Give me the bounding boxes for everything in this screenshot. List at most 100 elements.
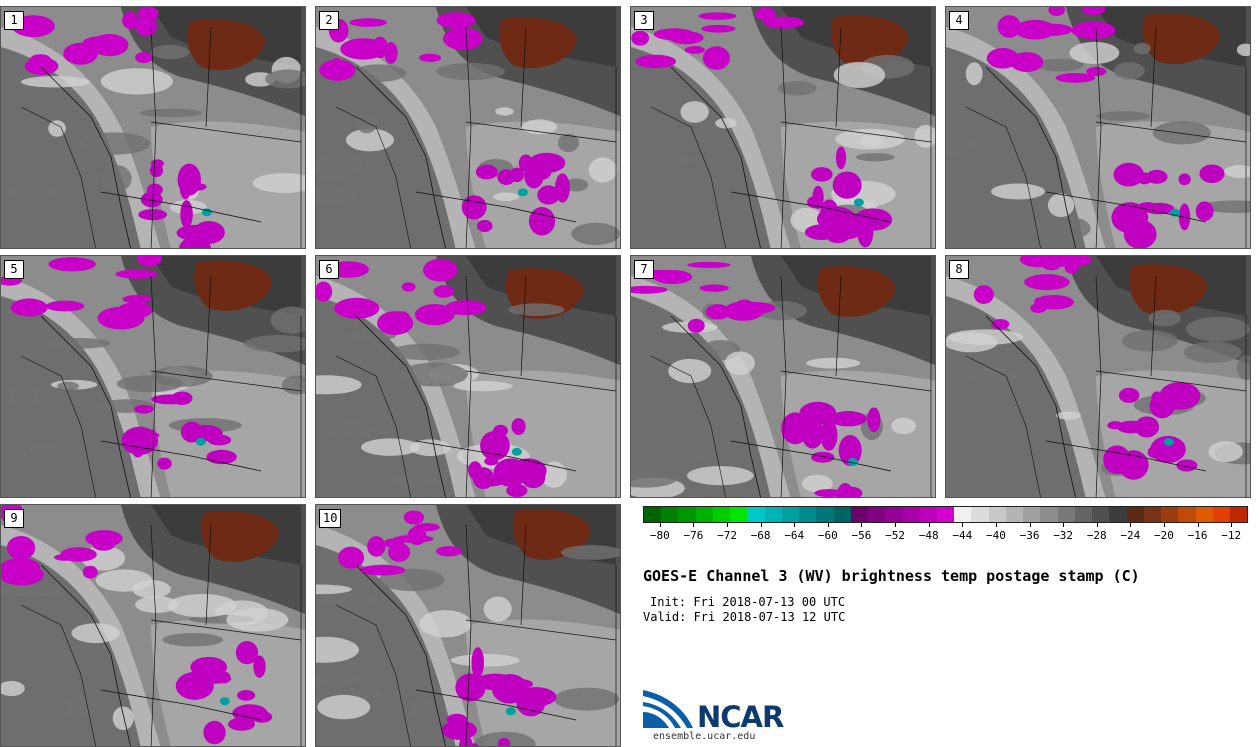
colorbar-tick — [1231, 523, 1233, 527]
colorbar-tick — [1029, 523, 1031, 527]
colorbar-tick-label: −60 — [817, 529, 838, 542]
colorbar-segment — [1092, 507, 1110, 522]
colorbar-segment — [919, 507, 937, 522]
colorbar-tick-label: −48 — [918, 529, 939, 542]
postage-stamp-panel-2: 2 — [315, 6, 621, 249]
colorbar-tick — [1163, 523, 1165, 527]
map-image — [1, 256, 305, 497]
panel-label: 9 — [4, 509, 24, 528]
colorbar-segment — [1195, 507, 1213, 522]
colorbar-tick-label: −64 — [784, 529, 805, 542]
panel-label: 8 — [949, 260, 969, 279]
map-image — [631, 7, 935, 248]
postage-stamp-panel-6: 6 — [315, 255, 621, 498]
panel-label: 7 — [634, 260, 654, 279]
colorbar-tick — [794, 523, 796, 527]
colorbar-segment — [1040, 507, 1058, 522]
colorbar-segment — [1212, 507, 1230, 522]
colorbar-segment — [644, 507, 662, 522]
colorbar-tick — [928, 523, 930, 527]
colorbar-tick-label: −28 — [1086, 529, 1107, 542]
panel-label: 6 — [319, 260, 339, 279]
chart-title: GOES-E Channel 3 (WV) brightness temp po… — [643, 567, 1140, 585]
colorbar-tick-label: −32 — [1053, 529, 1074, 542]
colorbar-segment — [954, 507, 972, 522]
colorbar-segment — [781, 507, 800, 522]
colorbar-tick-label: −12 — [1221, 529, 1242, 542]
colorbar-tick-label: −36 — [1019, 529, 1040, 542]
colorbar-segment — [1229, 507, 1248, 522]
panel-label: 2 — [319, 11, 339, 30]
colorbar — [643, 506, 1248, 523]
init-time: Init: Fri 2018-07-13 00 UTC — [650, 595, 846, 609]
colorbar-tick-label: −72 — [717, 529, 737, 542]
colorbar-tick — [693, 523, 695, 527]
colorbar-segment — [764, 507, 782, 522]
colorbar-tick-label: −40 — [985, 529, 1006, 542]
colorbar-tick — [1096, 523, 1098, 527]
colorbar-segment — [730, 507, 748, 522]
map-image — [946, 7, 1250, 248]
colorbar-tick-label: −80 — [649, 529, 670, 542]
colorbar-segment — [1109, 507, 1127, 522]
panel-label: 5 — [4, 260, 24, 279]
postage-stamp-panel-10: 10 — [315, 504, 621, 747]
colorbar-segment — [1023, 507, 1041, 522]
map-image — [316, 505, 620, 746]
map-image — [1, 505, 305, 746]
colorbar-tick — [1063, 523, 1065, 527]
colorbar-segment — [1161, 507, 1179, 522]
map-image — [316, 7, 620, 248]
colorbar-segment — [988, 507, 1006, 522]
colorbar-segment — [902, 507, 920, 522]
colorbar-tick — [962, 523, 964, 527]
map-image — [1, 7, 305, 248]
colorbar-tick-label: −16 — [1187, 529, 1208, 542]
colorbar-segment — [850, 507, 869, 522]
colorbar-segment — [833, 507, 851, 522]
colorbar-tick — [659, 523, 661, 527]
colorbar-segment — [1126, 507, 1144, 522]
colorbar-segment — [1074, 507, 1093, 522]
postage-stamp-panel-9: 9 — [0, 504, 306, 747]
colorbar-segment — [712, 507, 731, 522]
colorbar-tick — [727, 523, 729, 527]
colorbar-segment — [816, 507, 834, 522]
colorbar-tick — [995, 523, 997, 527]
postage-stamp-panel-8: 8 — [945, 255, 1251, 498]
colorbar-tick-label: −68 — [750, 529, 771, 542]
map-image — [316, 256, 620, 497]
panel-label: 1 — [4, 11, 24, 30]
colorbar-tick-label: −76 — [683, 529, 704, 542]
colorbar-tick — [861, 523, 863, 527]
colorbar-segment — [936, 507, 955, 522]
colorbar-tick-label: −56 — [851, 529, 872, 542]
colorbar-segment — [661, 507, 679, 522]
colorbar-segment — [1057, 507, 1075, 522]
colorbar-segment — [971, 507, 989, 522]
colorbar-tick — [827, 523, 829, 527]
logo-text: NCAR — [697, 700, 784, 734]
colorbar-tick-label: −44 — [952, 529, 973, 542]
postage-stamp-panel-4: 4 — [945, 6, 1251, 249]
logo-url: ensemble.ucar.edu — [653, 731, 756, 742]
colorbar-segment — [868, 507, 886, 522]
map-image — [631, 256, 935, 497]
colorbar-tick — [1130, 523, 1132, 527]
colorbar-segment — [678, 507, 696, 522]
panel-label: 10 — [319, 509, 342, 528]
colorbar-segment — [1143, 507, 1162, 522]
panel-label: 3 — [634, 11, 654, 30]
colorbar-ticks: −80 −76 −72 −68 −64 −60 −56 −52 −48 −44 −40 −36 −32−… — [643, 523, 1248, 545]
postage-stamp-panel-1: 1 — [0, 6, 306, 249]
postage-stamp-panel-3: 3 — [630, 6, 936, 249]
valid-time: Valid: Fri 2018-07-13 12 UTC — [643, 610, 846, 624]
colorbar-segment — [885, 507, 903, 522]
colorbar-segment — [799, 507, 817, 522]
ncar-logo-icon — [643, 690, 693, 728]
postage-stamp-panel-7: 7 — [630, 255, 936, 498]
colorbar-segment — [747, 507, 765, 522]
colorbar-tick-label: −20 — [1154, 529, 1174, 542]
panel-label: 4 — [949, 11, 969, 30]
map-image — [946, 256, 1250, 497]
